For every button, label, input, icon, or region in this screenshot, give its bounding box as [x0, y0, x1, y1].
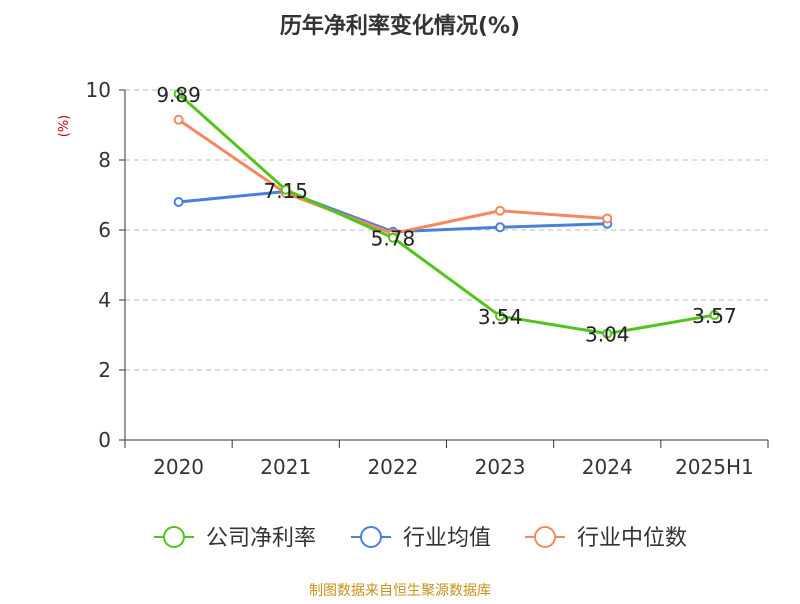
data-labels: 9.89 7.15 5.78 3.54 3.04 3.57 — [156, 83, 736, 347]
data-label: 3.54 — [478, 305, 523, 329]
series-line — [177, 92, 715, 336]
data-point[interactable] — [173, 197, 184, 207]
data-point[interactable] — [602, 328, 613, 339]
legend-label: 行业均值 — [403, 526, 491, 551]
legend-marker — [534, 526, 556, 548]
legend-marker — [163, 526, 185, 548]
x-tick-label: 2020 — [153, 455, 204, 479]
series-lines — [173, 88, 720, 339]
series-1 — [173, 88, 720, 339]
data-label: 3.04 — [585, 323, 630, 347]
data-label: 5.78 — [371, 227, 416, 251]
legend-item[interactable]: 行业均值 — [351, 526, 491, 551]
legend[interactable]: 公司净利率 行业均值 行业中位数 — [154, 526, 687, 551]
x-tick-label: 2024 — [582, 455, 633, 479]
series-3 — [173, 114, 613, 239]
data-point[interactable] — [709, 310, 720, 321]
legend-label: 行业中位数 — [577, 526, 687, 551]
series-line — [177, 118, 608, 235]
legend-item[interactable]: 行业中位数 — [525, 526, 687, 551]
y-tick-label: 4 — [98, 288, 111, 312]
data-label: 3.57 — [692, 304, 737, 328]
data-point[interactable] — [173, 114, 184, 125]
legend-marker — [360, 526, 382, 548]
data-label: 9.89 — [156, 83, 201, 107]
grid-lines — [125, 89, 768, 371]
y-axis-label: (%) — [57, 115, 72, 138]
source-note: 制图数据来自恒生聚源数据库 — [309, 583, 491, 599]
data-point[interactable] — [495, 311, 506, 322]
legend-label: 公司净利率 — [206, 526, 316, 551]
y-tick-label: 6 — [98, 218, 111, 242]
y-tick-label: 0 — [98, 428, 111, 452]
x-tick-label: 2022 — [367, 455, 418, 479]
x-tick-label: 2025H1 — [675, 455, 754, 479]
x-tick-label: 2021 — [260, 455, 311, 479]
data-point[interactable] — [602, 213, 613, 224]
data-point[interactable] — [173, 88, 184, 99]
y-tick-label: 2 — [98, 358, 111, 382]
axes: 0 2 4 6 8 10 2020 2021 2022 2023 2024 2025H1 — [86, 78, 769, 479]
data-label: 7.15 — [263, 179, 308, 203]
data-point[interactable] — [495, 205, 506, 216]
data-point[interactable] — [387, 232, 398, 243]
data-point[interactable] — [495, 222, 506, 233]
legend-item[interactable]: 公司净利率 — [154, 526, 316, 551]
y-tick-label: 10 — [86, 78, 111, 102]
chart-title: 历年净利率变化情况(%) — [280, 13, 520, 39]
data-point[interactable] — [280, 184, 291, 195]
y-tick-label: 8 — [98, 148, 111, 172]
x-tick-label: 2023 — [475, 455, 526, 479]
